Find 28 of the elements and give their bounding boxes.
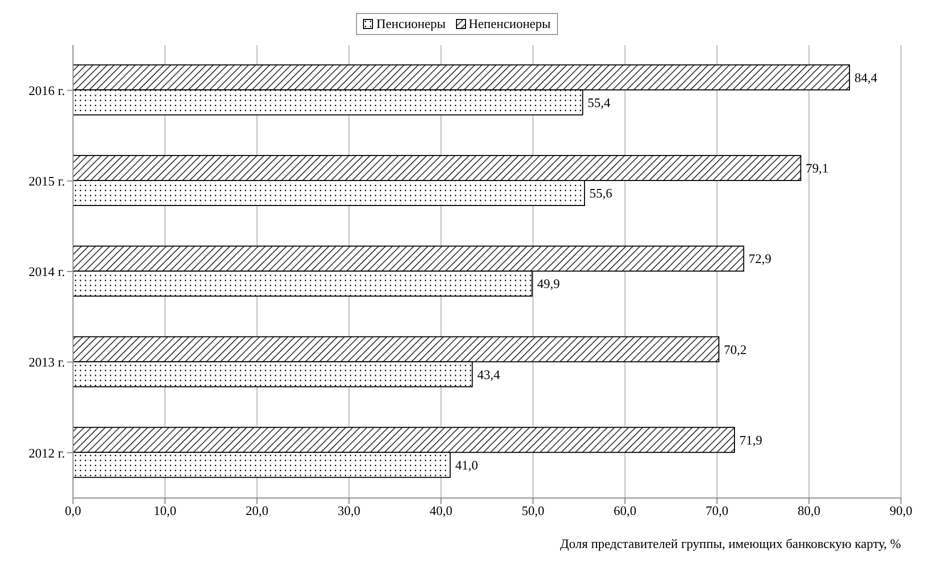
data-label: 55,4 — [588, 95, 611, 110]
x-tick-label: 10,0 — [154, 503, 176, 518]
data-label: 84,4 — [854, 70, 878, 86]
x-tick-label: 90,0 — [890, 503, 912, 518]
data-label: 79,1 — [806, 160, 828, 176]
y-tick-label: 2012 г. — [28, 445, 65, 460]
x-axis-title: Доля представителей группы, имеющих банковскую карту, % — [560, 536, 902, 551]
data-label: 55,6 — [590, 186, 613, 201]
y-tick-label: 2015 г. — [28, 174, 65, 189]
data-label: 41,0 — [455, 457, 478, 472]
x-tick-label: 20,0 — [246, 503, 268, 518]
x-tick-label: 30,0 — [338, 503, 360, 518]
data-label: 71,9 — [739, 432, 762, 448]
x-tick-label: 0,0 — [64, 503, 82, 518]
x-tick-label: 60,0 — [614, 503, 636, 518]
y-tick-label: 2014 г. — [28, 264, 65, 280]
y-tick-label: 2013 г. — [28, 354, 65, 370]
legend-label: Пенсионеры — [375, 16, 446, 32]
data-label: 49,9 — [537, 276, 560, 292]
x-tick-label: 80,0 — [798, 503, 820, 518]
y-tick-label: 2016 г. — [28, 82, 65, 98]
data-label: 70,2 — [724, 342, 747, 357]
x-tick-label: 50,0 — [522, 503, 544, 518]
legend-label: Непенсионеры — [468, 16, 551, 32]
data-label: 72,9 — [748, 251, 772, 266]
x-tick-label: 40,0 — [430, 503, 452, 518]
data-label: 43,4 — [477, 366, 501, 382]
x-tick-label: 70,0 — [706, 503, 728, 518]
